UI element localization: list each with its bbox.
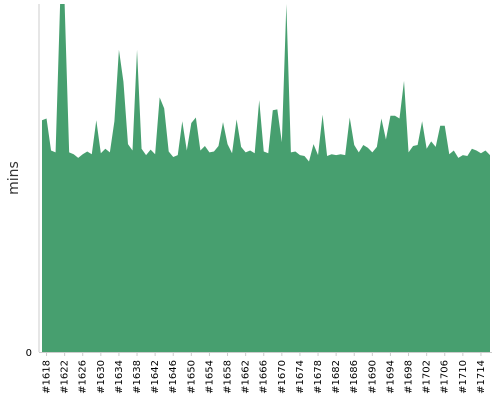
- area-series: [42, 4, 490, 352]
- y-axis-title: mins: [6, 161, 22, 195]
- x-tick-label: #1706: [440, 360, 451, 394]
- plot-area: [42, 4, 490, 352]
- x-tick-label: #1698: [404, 360, 415, 394]
- x-tick-label: #1714: [476, 360, 487, 394]
- x-tick-label: #1630: [96, 360, 107, 394]
- x-tick-label: #1662: [241, 360, 252, 394]
- x-tick-label: #1634: [114, 360, 125, 394]
- x-tick-label: #1694: [385, 360, 396, 394]
- x-tick-label: #1642: [150, 360, 161, 394]
- x-tick-label: #1654: [204, 360, 215, 394]
- x-tick-label: #1626: [78, 360, 89, 394]
- x-tick-label: #1690: [367, 360, 378, 394]
- y-tick-label: 0: [26, 348, 32, 359]
- x-tick-label: #1646: [168, 360, 179, 394]
- x-tick-label: #1678: [313, 360, 324, 394]
- x-ticks: #1618 #1622 #1626 #1630 #1634 #1638 #1642 #1646…: [42, 353, 487, 394]
- x-tick-label: #1618: [42, 360, 53, 394]
- x-tick-label: #1658: [223, 360, 234, 394]
- x-tick-label: #1666: [259, 360, 270, 394]
- x-tick-label: #1702: [422, 360, 433, 394]
- x-tick-label: #1650: [186, 360, 197, 394]
- x-tick-label: #1710: [458, 360, 469, 394]
- x-tick-label: #1674: [295, 360, 306, 394]
- x-tick-label: #1682: [331, 360, 342, 394]
- x-tick-label: #1622: [60, 360, 71, 394]
- x-tick-label: #1686: [349, 360, 360, 394]
- x-tick-label: #1638: [132, 360, 143, 394]
- x-tick-label: #1670: [277, 360, 288, 394]
